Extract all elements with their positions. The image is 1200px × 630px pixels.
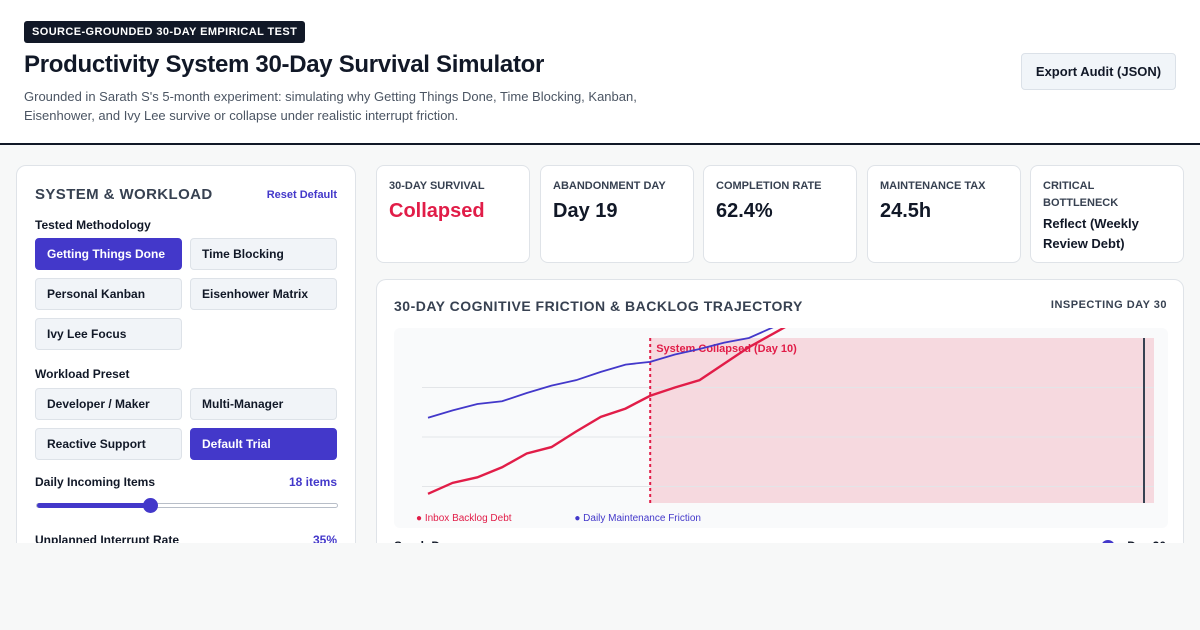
page-subtitle: Grounded in Sarath S's 5-month experimen… [24,89,637,123]
workload-label: Workload Preset [35,367,130,381]
metric-label: 30-DAY SURVIVAL [389,180,485,192]
panel-title: SYSTEM & WORKLOAD [35,186,213,203]
chart-plot-area[interactable]: System Collapsed (Day 10) [394,328,1168,528]
metric-value: Reflect (Weekly Review Debt) [1043,216,1139,251]
methodology-option-time-blocking[interactable]: Time Blocking [190,238,337,270]
friction-series-line [427,328,774,419]
metric-label: CRITICAL BOTTLENECK [1043,180,1119,209]
metric-value: 24.5h [880,200,932,222]
workload-option-default-trial[interactable]: Default Trial [190,428,337,460]
system-workload-panel: SYSTEM & WORKLOAD Reset Default Tested M… [16,165,356,565]
metric-label: MAINTENANCE TAX [880,180,986,192]
metric-value: Collapsed [389,200,485,222]
inspect-day-label: INSPECTING DAY 30 [1050,299,1167,311]
workload-option-developer[interactable]: Developer / Maker [35,388,182,420]
incoming-items-label: Daily Incoming Items [35,475,156,489]
workload-option-reactive-support[interactable]: Reactive Support [35,428,182,460]
chart-legend: ● Inbox Backlog Debt ● Daily Maintenance… [416,513,761,524]
viewport-bottom [0,543,1200,630]
methodology-label: Tested Methodology [35,218,151,232]
methodology-option-eisenhower[interactable]: Eisenhower Matrix [190,278,337,310]
incoming-items-slider[interactable] [36,498,338,513]
metric-label: ABANDONMENT DAY [553,180,666,192]
chart-title: 30-DAY COGNITIVE FRICTION & BACKLOG TRAJ… [394,298,803,314]
incoming-items-slider-fill [37,503,150,508]
methodology-option-gtd[interactable]: Getting Things Done [35,238,182,270]
legend-friction-label: Daily Maintenance Friction [583,513,701,524]
methodology-option-ivy-lee[interactable]: Ivy Lee Focus [35,318,182,350]
metric-card-maintenance-tax: MAINTENANCE TAX 24.5h [867,165,1021,263]
incoming-items-value: 18 items [288,475,337,489]
metric-card-bottleneck: CRITICAL BOTTLENECK Reflect (Weekly Revi… [1030,165,1184,263]
legend-item-backlog: ● Inbox Backlog Debt [416,513,512,524]
export-audit-button[interactable]: Export Audit (JSON) [1021,53,1176,90]
page-title: Productivity System 30-Day Survival Simu… [24,51,545,78]
metric-card-completion: COMPLETION RATE 62.4% [703,165,857,263]
trajectory-chart-card: 30-DAY COGNITIVE FRICTION & BACKLOG TRAJ… [376,279,1184,569]
legend-backlog-label: Inbox Backlog Debt [424,513,512,524]
source-badge: SOURCE-GROUNDED 30-DAY EMPIRICAL TEST [24,21,306,43]
metric-label: COMPLETION RATE [716,180,822,192]
metric-value: 62.4% [716,200,773,222]
metric-card-abandonment: ABANDONMENT DAY Day 19 [540,165,694,263]
trajectory-chart: System Collapsed (Day 10) [422,328,1154,503]
backlog-series-line [427,328,786,495]
metric-value: Day 19 [553,200,618,222]
incoming-items-slider-thumb[interactable] [142,498,158,513]
page-header: SOURCE-GROUNDED 30-DAY EMPIRICAL TEST Pr… [0,0,1200,145]
collapse-region [650,338,1154,503]
collapse-label: System Collapsed (Day 10) [656,343,797,355]
legend-item-friction: ● Daily Maintenance Friction [574,513,701,524]
reset-default-link[interactable]: Reset Default [266,189,337,201]
workload-option-multi-manager[interactable]: Multi-Manager [190,388,337,420]
methodology-option-kanban[interactable]: Personal Kanban [35,278,182,310]
metric-card-survival: 30-DAY SURVIVAL Collapsed [376,165,530,263]
